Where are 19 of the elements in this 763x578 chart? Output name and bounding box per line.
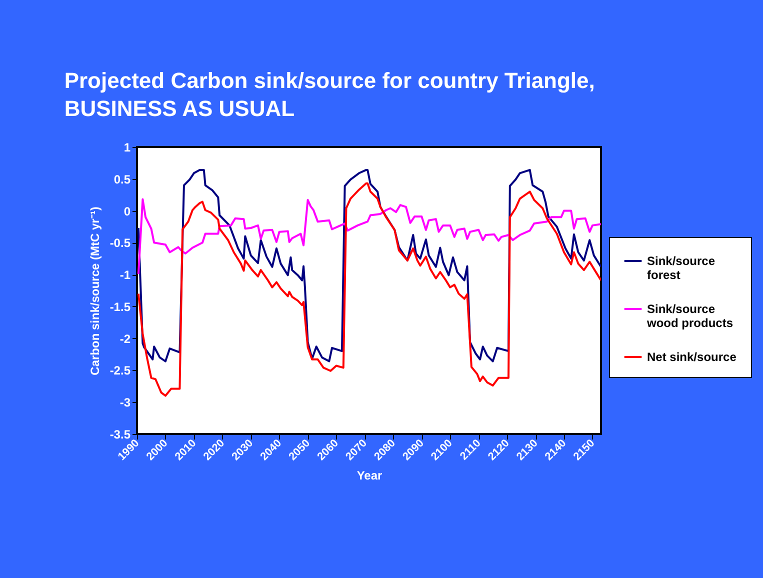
legend-label: Sink/source forest: [647, 254, 716, 282]
legend-label: Sink/source wood products: [646, 302, 734, 330]
line-series: [137, 182, 601, 397]
line-series: [137, 168, 601, 362]
y-tick-label: -3: [120, 396, 131, 410]
y-tick-label: -3.5: [110, 428, 131, 442]
y-tick-label: -1.5: [110, 300, 131, 314]
line-series: [137, 198, 601, 275]
y-tick-label: 0: [124, 204, 131, 218]
y-axis-title: Carbon sink/source (MtC yr⁻¹): [88, 206, 102, 376]
y-tick-label: -2.5: [110, 364, 131, 378]
legend-label: Net sink/source: [647, 350, 737, 364]
chart-title: Projected Carbon sink/source for country Triangle, BUSINESS AS USUAL: [64, 68, 595, 121]
y-tick-label: -2: [120, 332, 131, 346]
y-tick-label: -0.5: [110, 236, 131, 250]
y-tick-label: -1: [120, 268, 131, 282]
x-axis-title: Year: [356, 468, 383, 482]
y-tick-label: 1: [124, 140, 131, 154]
y-tick-label: 0.5: [114, 172, 131, 186]
